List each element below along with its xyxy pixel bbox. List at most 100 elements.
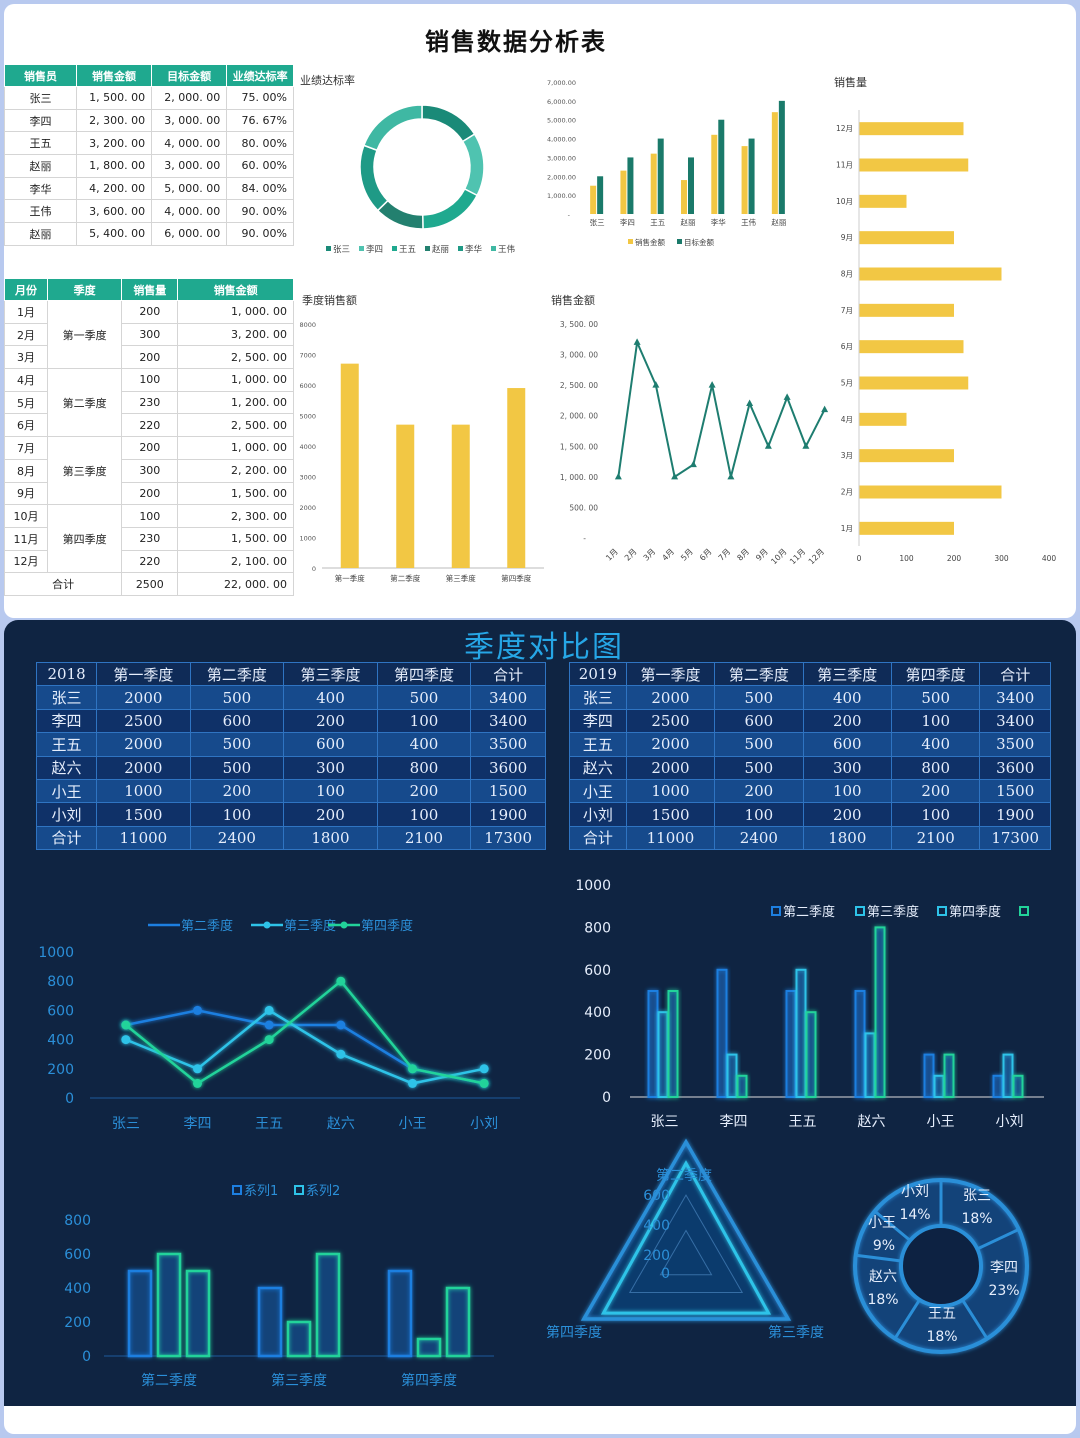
bar bbox=[688, 157, 694, 214]
hbar bbox=[859, 267, 1002, 281]
table-cell: 100 bbox=[189, 802, 285, 827]
table-cell: 3500 bbox=[979, 732, 1051, 757]
table-cell: 1000 bbox=[625, 778, 716, 804]
y-tick-label: 200 bbox=[64, 1315, 91, 1331]
table-cell: 600 bbox=[283, 732, 378, 757]
table-cell: 王五 bbox=[569, 732, 627, 757]
x-tick-label: 赵丽 bbox=[771, 217, 786, 227]
x-tick-label: 11月 bbox=[788, 547, 807, 566]
table-cell: 800 bbox=[890, 755, 981, 780]
data-point bbox=[264, 1005, 274, 1015]
table-cell: 500 bbox=[189, 755, 285, 780]
bar bbox=[620, 170, 627, 214]
table-cell: 17300 bbox=[979, 825, 1051, 851]
table-cell: 6, 000. 00 bbox=[151, 222, 228, 246]
x-tick-label: 100 bbox=[899, 554, 914, 563]
legend-label: 李华 bbox=[465, 244, 483, 255]
table-cell: 500 bbox=[714, 755, 804, 780]
data-point bbox=[193, 1078, 202, 1088]
table-cell: 小刘 bbox=[569, 802, 627, 827]
qty-cell: 200 bbox=[121, 481, 179, 506]
slice-percent: 9% bbox=[873, 1238, 895, 1254]
x-tick-label: 2月 bbox=[623, 547, 639, 563]
data-point bbox=[783, 393, 791, 400]
data-point bbox=[121, 1035, 131, 1045]
slice-percent: 18% bbox=[926, 1329, 957, 1345]
quarter-compare-title: 季度对比图 bbox=[464, 630, 624, 665]
table-row: 张三 1, 500. 00 2, 000. 00 75. 00% bbox=[4, 86, 294, 110]
quarter-cell: 第四季度 bbox=[46, 504, 123, 574]
table-row: 1月 第一季度 200 1, 000. 00 bbox=[4, 299, 294, 370]
x-tick-label: 李四 bbox=[620, 217, 635, 227]
y-tick-label: 4,000.00 bbox=[547, 136, 576, 144]
x-tick-label: 1月 bbox=[604, 547, 620, 563]
chart-title: 业绩达标率 bbox=[300, 73, 355, 87]
y-tick-label: 1000 bbox=[38, 945, 74, 961]
table-cell: 500 bbox=[714, 685, 804, 710]
table-cell: 张三 bbox=[569, 685, 627, 710]
table-header-cell: 第二季度 bbox=[714, 661, 804, 687]
legend-label: 系列2 bbox=[306, 1184, 340, 1199]
legend-swatch bbox=[1019, 906, 1029, 916]
table-cell: 200 bbox=[802, 708, 892, 734]
bar bbox=[864, 1032, 876, 1098]
table-cell: 200 bbox=[283, 708, 378, 734]
y-tick-label: 600 bbox=[47, 1003, 74, 1019]
bar bbox=[778, 100, 785, 214]
amount-cell: 2, 500. 00 bbox=[177, 413, 294, 438]
table-cell: 300 bbox=[283, 755, 378, 780]
x-tick-label: 200 bbox=[947, 554, 962, 563]
data-point bbox=[264, 1035, 274, 1045]
table-row: 王五 3, 200. 00 4, 000. 00 80. 00% bbox=[4, 131, 294, 156]
x-tick-label: 3月 bbox=[642, 547, 658, 563]
table-cell: 11000 bbox=[96, 825, 191, 851]
data-point bbox=[336, 1020, 346, 1030]
sales-table: 销售员 销售金额 目标金额 业绩达标率 张三 1, 500. 00 2, 000. 00 75… bbox=[4, 64, 294, 246]
table-cell: 4, 000. 00 bbox=[151, 131, 228, 156]
legend-label: 赵丽 bbox=[432, 244, 450, 255]
table-cell: 100 bbox=[376, 802, 472, 827]
y-tick-label: 0 bbox=[82, 1349, 91, 1365]
legend-swatch bbox=[628, 239, 633, 244]
table-row: 9月 200 1, 500. 00 bbox=[4, 481, 294, 506]
y-tick-label: 2, 000. 00 bbox=[560, 412, 598, 421]
bar bbox=[156, 1252, 182, 1358]
table-cell: 1500 bbox=[979, 778, 1051, 804]
legend-label: 第二季度 bbox=[181, 918, 233, 934]
y-tick-label: 6000 bbox=[299, 382, 316, 390]
table-header: 销售量 bbox=[121, 278, 179, 301]
legend-swatch bbox=[771, 906, 781, 916]
bottom-strip bbox=[4, 1406, 1076, 1434]
legend-swatch bbox=[326, 246, 331, 251]
radar-tick: 600 bbox=[643, 1188, 670, 1204]
y-tick-label: 400 bbox=[64, 1281, 91, 1297]
bar bbox=[726, 1053, 738, 1099]
table-cell: 2500 bbox=[96, 708, 191, 734]
legend-swatch bbox=[491, 246, 496, 251]
legend-swatch bbox=[458, 246, 463, 251]
y-tick-label: 1000 bbox=[575, 878, 611, 894]
bar bbox=[771, 112, 778, 214]
slice-divider bbox=[855, 1253, 902, 1263]
qty-cell: 200 bbox=[121, 345, 179, 370]
slice-label: 赵六 bbox=[869, 1269, 897, 1285]
radar-axis-label: 第四季度 bbox=[546, 1324, 602, 1341]
bar bbox=[805, 1011, 817, 1099]
y-tick-label: 500. 00 bbox=[569, 503, 598, 512]
radar-axis-label: 第三季度 bbox=[768, 1324, 824, 1341]
legend-label: 目标金额 bbox=[684, 237, 714, 247]
table-cell: 400 bbox=[376, 732, 472, 757]
y-tick-label: 4月 bbox=[841, 415, 853, 424]
table-cell: 500 bbox=[714, 732, 804, 757]
y-tick-label: 5000 bbox=[299, 413, 316, 421]
x-tick-label: 第二季度 bbox=[141, 1372, 197, 1389]
data-point bbox=[802, 442, 810, 449]
table-cell: 王五 bbox=[35, 732, 98, 757]
table-cell: 3600 bbox=[470, 755, 546, 780]
bar bbox=[681, 180, 687, 214]
x-tick-label: 300 bbox=[994, 554, 1009, 563]
x-tick-label: 李四 bbox=[184, 1116, 212, 1132]
legend-label: 第二季度 bbox=[783, 904, 835, 920]
table-cell: 100 bbox=[714, 802, 804, 827]
